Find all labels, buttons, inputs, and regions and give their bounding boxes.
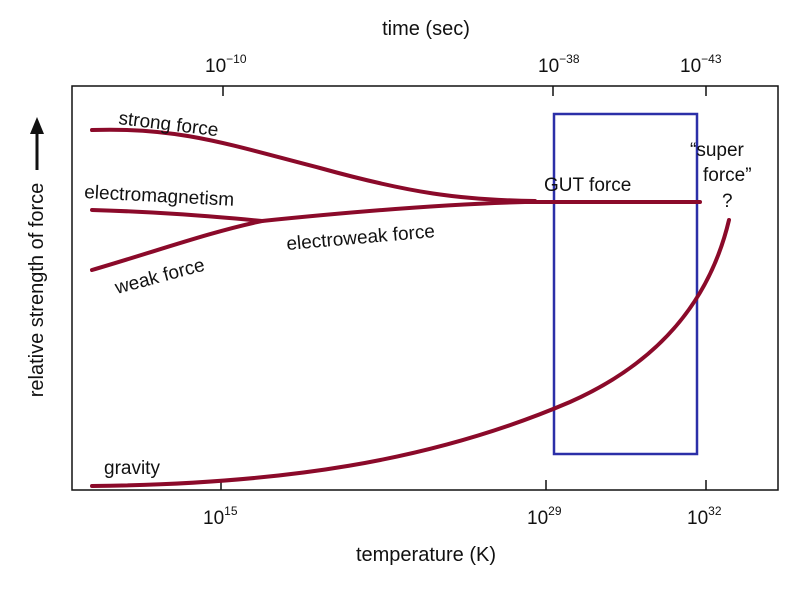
up-arrow-icon xyxy=(30,117,44,170)
strong-force-label: strong force xyxy=(117,108,219,141)
electroweak-curve xyxy=(260,200,527,223)
gravity-curve xyxy=(90,218,731,488)
electromagnetism-curve xyxy=(90,208,264,223)
electroweak-force-label: electroweak force xyxy=(286,221,436,255)
super-force-label-line2: force” xyxy=(703,165,752,186)
top-tick-label-3: 10−43 xyxy=(680,52,722,77)
super-force-label-line1: “super xyxy=(690,140,745,161)
bottom-axis-title: temperature (K) xyxy=(356,544,496,566)
gut-era-box xyxy=(552,112,699,456)
gravity-label: gravity xyxy=(104,458,160,479)
plot-frame xyxy=(71,85,779,491)
bottom-tick-label-2: 1029 xyxy=(527,504,562,529)
electromagnetism-label: electromagnetism xyxy=(84,182,235,211)
gut-force-label: GUT force xyxy=(544,175,631,196)
left-axis-title: relative strength of force xyxy=(26,183,48,398)
weak-force-curve xyxy=(90,219,264,272)
top-tick-label-1: 10−10 xyxy=(205,52,247,77)
top-tick-label-2: 10−38 xyxy=(538,52,580,77)
strong-force-curve xyxy=(90,127,537,203)
top-axis-title: time (sec) xyxy=(382,18,470,40)
question-mark-label: ? xyxy=(722,191,733,212)
bottom-tick-label-3: 1032 xyxy=(687,504,722,529)
bottom-tick-label-1: 1015 xyxy=(203,504,238,529)
